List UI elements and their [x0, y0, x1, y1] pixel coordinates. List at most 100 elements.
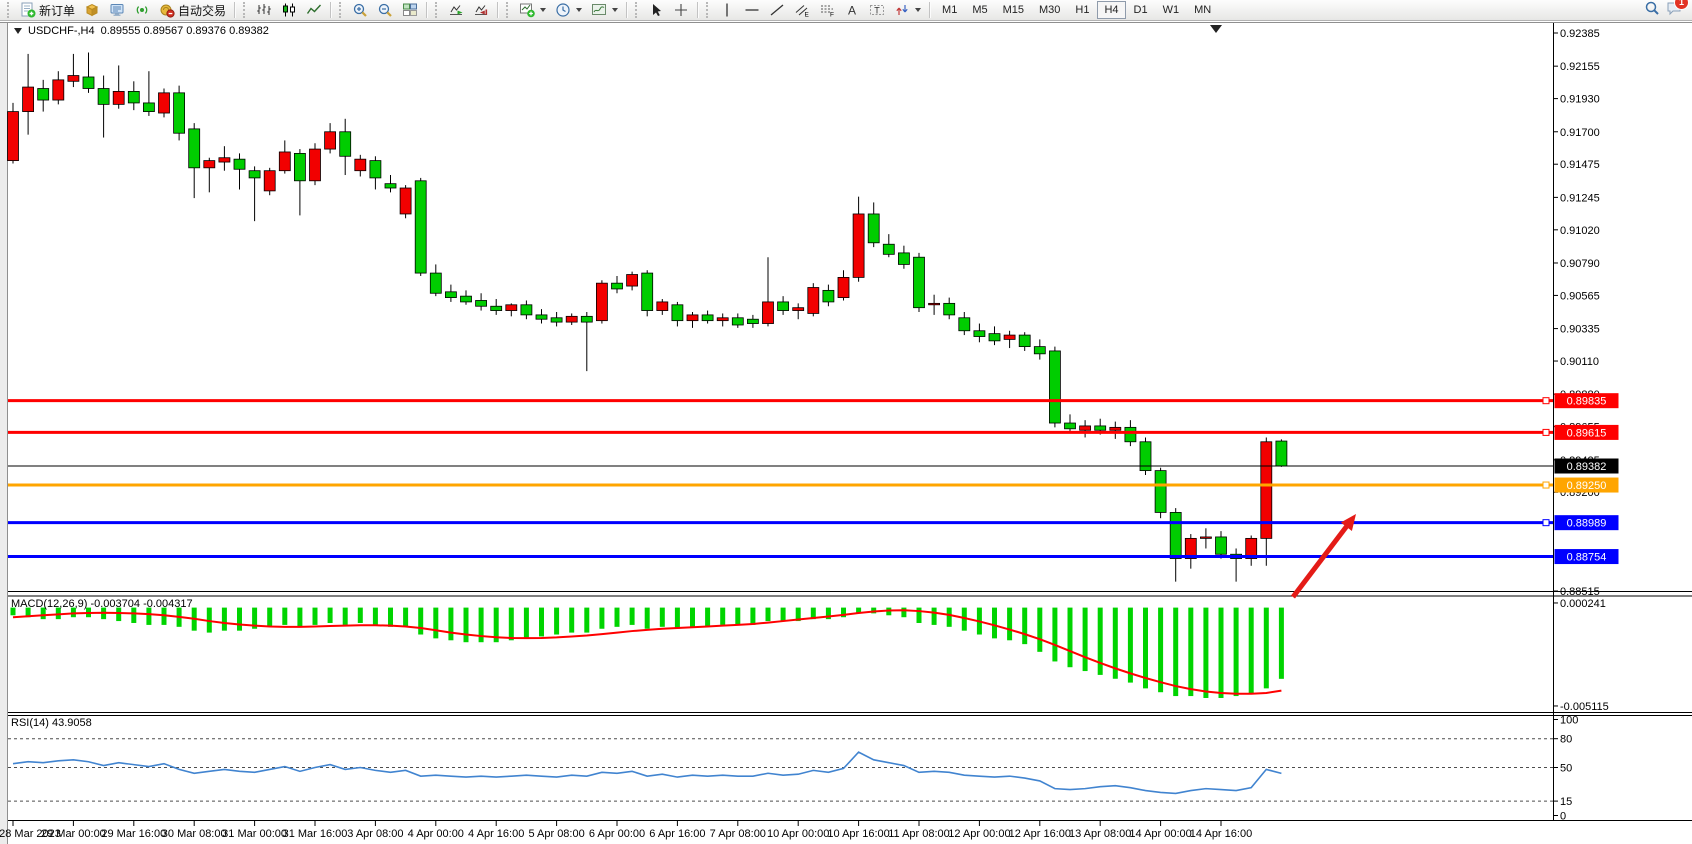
macd-histogram-bar: [931, 607, 937, 625]
equidistant-channel-button[interactable]: E: [790, 0, 814, 21]
chat-button[interactable]: 1: [1666, 0, 1689, 21]
timeframe-M15[interactable]: M15: [1002, 4, 1024, 16]
bar-chart-button[interactable]: [252, 0, 276, 21]
candle-body: [1245, 537, 1258, 559]
candle-body: [67, 75, 80, 82]
tile-windows-icon: [403, 3, 418, 16]
macd-histogram-bar: [523, 607, 529, 639]
text-button[interactable]: A: [840, 0, 864, 21]
tile-windows-button[interactable]: [398, 0, 422, 21]
candle-body: [807, 287, 820, 314]
chart-symbol: USDCHF-,H4: [28, 25, 95, 37]
x-axis-label: 11 Apr 08:00: [888, 828, 950, 840]
toolbar-grip[interactable]: [706, 2, 711, 18]
candle-body: [1049, 350, 1061, 424]
dropdown-arrow-icon[interactable]: [540, 8, 547, 12]
arrow-annotation-shaft[interactable]: [1291, 523, 1350, 599]
cursor-icon: [653, 4, 662, 16]
macd-histogram-bar: [825, 607, 831, 620]
x-axis-label: 13 Apr 08:00: [1069, 828, 1131, 840]
candle-body: [958, 317, 971, 332]
toolbar-grip[interactable]: [635, 2, 640, 18]
candle-body: [1184, 537, 1197, 559]
toolbar-grip[interactable]: [7, 2, 12, 18]
new-order-button[interactable]: 新订单: [16, 0, 79, 21]
button-label: 自动交易: [178, 3, 227, 18]
line-anchor[interactable]: [1542, 519, 1550, 527]
timeframe-H4[interactable]: H4: [1097, 1, 1126, 19]
macd-histogram-bar: [463, 607, 469, 643]
arrow-annotation-head[interactable]: [1340, 514, 1356, 531]
x-axis-label: 30 Mar 08:00: [162, 828, 227, 840]
new-chart-button[interactable]: [515, 0, 550, 21]
macd-pane: 0.000241 -0.005115: [10, 598, 1609, 713]
search-button[interactable]: [1644, 0, 1660, 21]
template-button[interactable]: [587, 0, 622, 21]
candle-body: [1079, 425, 1091, 431]
line-anchor[interactable]: [1542, 428, 1550, 436]
timeframe-MN[interactable]: MN: [1194, 4, 1212, 16]
macd-histogram-bar: [403, 607, 409, 627]
arrows-button[interactable]: [890, 0, 925, 21]
line-anchor[interactable]: [1542, 481, 1550, 489]
rsi-axis-tick: 80: [1560, 734, 1572, 746]
market-depth-button[interactable]: [80, 0, 104, 21]
auto-scroll-button[interactable]: [444, 0, 468, 21]
timeframe-W1[interactable]: W1: [1162, 4, 1180, 16]
horizontal-line-button[interactable]: [740, 0, 764, 21]
dropdown-arrow-icon[interactable]: [612, 8, 619, 12]
toolbar-separator: [330, 2, 333, 18]
macd-histogram-bar: [493, 607, 499, 643]
macd-histogram-bar: [690, 607, 695, 627]
timeframe-D1[interactable]: D1: [1133, 4, 1148, 16]
text-label-button[interactable]: T: [865, 0, 889, 21]
toolbar-grip[interactable]: [243, 2, 248, 18]
toolbar-grip[interactable]: [506, 2, 511, 18]
chart-shift-marker[interactable]: [1210, 25, 1222, 33]
timeframe-H1[interactable]: H1: [1075, 4, 1090, 16]
macd-histogram-bar: [388, 607, 393, 627]
fibonacci-button[interactable]: F: [815, 0, 839, 21]
symbol-dropdown-icon[interactable]: [14, 28, 22, 34]
toolbar-grip[interactable]: [339, 2, 344, 18]
vertical-line-button[interactable]: [715, 0, 739, 21]
candle-body: [1200, 536, 1212, 539]
dropdown-arrow-icon[interactable]: [915, 8, 922, 12]
terminal-button[interactable]: [105, 0, 129, 21]
chart-ohlc: 0.89555 0.89567 0.89376 0.89382: [100, 25, 269, 37]
macd-histogram-bar: [252, 607, 258, 629]
x-axis-label: 14 Apr 16:00: [1190, 828, 1252, 840]
candlestick-chart-button[interactable]: [277, 0, 301, 21]
candle-body: [520, 304, 533, 316]
trendline-button[interactable]: [765, 0, 789, 21]
timeframe-M30[interactable]: M30: [1039, 4, 1061, 16]
macd-histogram-bar: [569, 607, 575, 633]
autotrading-button[interactable]: 自动交易: [155, 0, 230, 21]
chart-shift-button[interactable]: [469, 0, 493, 21]
line-anchor[interactable]: [1542, 397, 1550, 405]
macd-histogram-bar: [705, 607, 711, 627]
search-icon: [1645, 1, 1659, 15]
toolbar-separator: [234, 2, 237, 18]
toolbar-grip[interactable]: [435, 2, 440, 18]
candle-body: [309, 148, 321, 182]
signals-button[interactable]: [130, 0, 154, 21]
cursor-button[interactable]: [644, 0, 668, 21]
x-axis-label: 10 Apr 00:00: [767, 828, 829, 840]
zoom-out-button[interactable]: [373, 0, 397, 21]
candle-body: [127, 90, 140, 104]
crosshair-button[interactable]: [669, 0, 693, 21]
candle-body: [188, 128, 201, 169]
profiles-button[interactable]: [551, 0, 586, 21]
candle-body: [37, 88, 50, 101]
zoom-in-button[interactable]: [348, 0, 372, 21]
candle-body: [429, 272, 442, 294]
line-chart-button[interactable]: [302, 0, 326, 21]
price-axis[interactable]: 0.92385 0.92155 0.91930 0.91700 0.91475 0.912…: [1553, 28, 1619, 598]
rsi-axis-tick: 15: [1560, 796, 1572, 808]
dropdown-arrow-icon[interactable]: [576, 8, 583, 12]
timeframe-M1[interactable]: M1: [942, 4, 958, 16]
timeframe-M5[interactable]: M5: [972, 4, 988, 16]
